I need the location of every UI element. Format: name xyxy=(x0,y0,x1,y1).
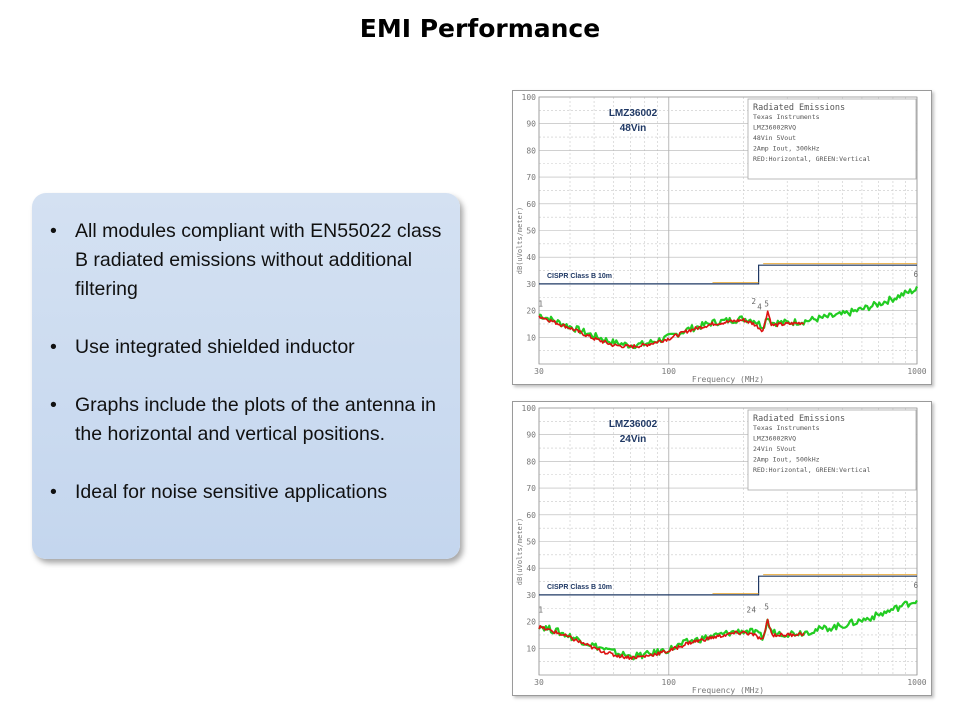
bullet-list: • All modules compliant with EN55022 clas… xyxy=(50,217,446,507)
y-tick-label: 20 xyxy=(526,307,536,316)
series-horizontal xyxy=(538,618,805,661)
bullet-text: Use integrated shielded inductor xyxy=(75,336,355,358)
y-tick-label: 90 xyxy=(526,120,536,129)
marker-label: 2 xyxy=(752,297,757,306)
bullet-item: • All modules compliant with EN55022 clas… xyxy=(50,217,446,304)
y-tick-label: 40 xyxy=(526,253,536,262)
device-label: LMZ36002 xyxy=(609,108,658,119)
legend-border xyxy=(747,409,917,491)
y-tick-label: 90 xyxy=(526,431,536,440)
x-tick-label: 1000 xyxy=(907,678,926,687)
x-tick-label: 100 xyxy=(662,678,677,687)
legend-line: LMZ36002RVQ xyxy=(753,435,796,443)
plot-border xyxy=(538,96,918,365)
bullet-panel: • All modules compliant with EN55022 clas… xyxy=(32,193,460,559)
marker-label: 4 xyxy=(752,605,757,614)
y-tick-label: 10 xyxy=(526,333,536,342)
legend-line: 24Vin 5Vout xyxy=(753,445,796,453)
marker-label: 4 xyxy=(757,302,762,311)
marker-label: 5 xyxy=(764,300,769,309)
cispr-limit-line xyxy=(539,264,917,285)
y-tick-label: 80 xyxy=(526,457,536,466)
legend-line: 48Vin 5Vout xyxy=(753,134,796,142)
y-tick-label: 30 xyxy=(526,591,536,600)
legend-line: RED:Horizontal, GREEN:Vertical xyxy=(753,155,870,163)
bullet-text: Ideal for noise sensitive applications xyxy=(75,481,388,503)
y-tick-label: 60 xyxy=(526,200,536,209)
y-tick-label: 100 xyxy=(522,93,537,102)
slide-title: EMI Performance xyxy=(359,14,601,43)
bullet-dot: • xyxy=(50,336,57,358)
bullet-item: • Use integrated shielded inductor xyxy=(50,333,446,362)
y-axis-label: dB(uVolts/meter) xyxy=(516,518,524,585)
cispr-limit-line xyxy=(539,575,917,596)
y-tick-label: 10 xyxy=(526,644,536,653)
y-axis-label: dB(uVolts/meter) xyxy=(516,207,524,274)
emi-chart-48vin: 10 20 30 40 50 60 70 80 90 100 30 100 1000 Frequency … xyxy=(512,90,932,385)
x-tick-label: 1000 xyxy=(907,367,926,376)
limit-label: CISPR Class B 10m xyxy=(547,584,612,591)
marker-label: 2 xyxy=(747,605,752,614)
legend-line: 2Amp Iout, 300kHz xyxy=(753,145,820,153)
y-tick-label: 20 xyxy=(526,618,536,627)
x-tick-label: 100 xyxy=(662,367,677,376)
marker-label: 5 xyxy=(764,603,769,612)
plot-border xyxy=(538,407,918,676)
legend-line: RED:Horizontal, GREEN:Vertical xyxy=(753,466,870,474)
legend-line: Texas Instruments xyxy=(753,113,820,121)
legend-line: Radiated Emissions xyxy=(753,103,845,113)
y-tick-label: 100 xyxy=(522,404,537,413)
legend-border xyxy=(747,98,917,180)
x-axis-label: Frequency (MHz) xyxy=(692,686,764,695)
y-tick-label: 60 xyxy=(526,511,536,520)
series-horizontal xyxy=(538,310,805,349)
y-tick-label: 50 xyxy=(526,538,536,547)
chart-svg: 10 20 30 40 50 60 70 80 90 100 30 100 1000 Frequency … xyxy=(516,404,927,695)
marker-label: 1 xyxy=(539,605,544,614)
y-tick-label: 70 xyxy=(526,173,536,182)
device-label: LMZ36002 xyxy=(609,419,658,430)
x-tick-label: 30 xyxy=(534,678,544,687)
chart-svg: 10 20 30 40 50 60 70 80 90 100 30 100 1000 Frequency … xyxy=(516,93,927,384)
x-axis-label: Frequency (MHz) xyxy=(692,375,764,384)
bullet-item: • Ideal for noise sensitive applications xyxy=(50,478,446,507)
limit-label: CISPR Class B 10m xyxy=(547,273,612,280)
series-vertical xyxy=(538,599,918,661)
bullet-text: Graphs include the plots of the antenna … xyxy=(75,394,436,445)
bullet-item: • Graphs include the plots of the antenna… xyxy=(50,391,446,449)
legend-line: LMZ36002RVQ xyxy=(753,124,796,132)
x-tick-label: 30 xyxy=(534,367,544,376)
device-label: 48Vin xyxy=(620,123,647,134)
legend-line: 2Amp Iout, 500kHz xyxy=(753,456,820,464)
bullet-dot: • xyxy=(50,220,57,242)
legend-line: Texas Instruments xyxy=(753,424,820,432)
y-tick-label: 80 xyxy=(526,146,536,155)
y-tick-label: 70 xyxy=(526,484,536,493)
device-label: 24Vin xyxy=(620,434,647,445)
y-tick-label: 50 xyxy=(526,227,536,236)
emi-chart-24vin: 10 20 30 40 50 60 70 80 90 100 30 100 1000 Frequency … xyxy=(512,401,932,696)
bullet-text: All modules compliant with EN55022 class… xyxy=(75,220,442,300)
marker-label: 6 xyxy=(914,270,919,279)
y-tick-label: 30 xyxy=(526,280,536,289)
marker-label: 6 xyxy=(914,581,919,590)
legend-line: Radiated Emissions xyxy=(753,414,845,424)
marker-label: 1 xyxy=(539,300,544,309)
bullet-dot: • xyxy=(50,394,57,416)
y-tick-label: 40 xyxy=(526,564,536,573)
bullet-dot: • xyxy=(50,481,57,503)
